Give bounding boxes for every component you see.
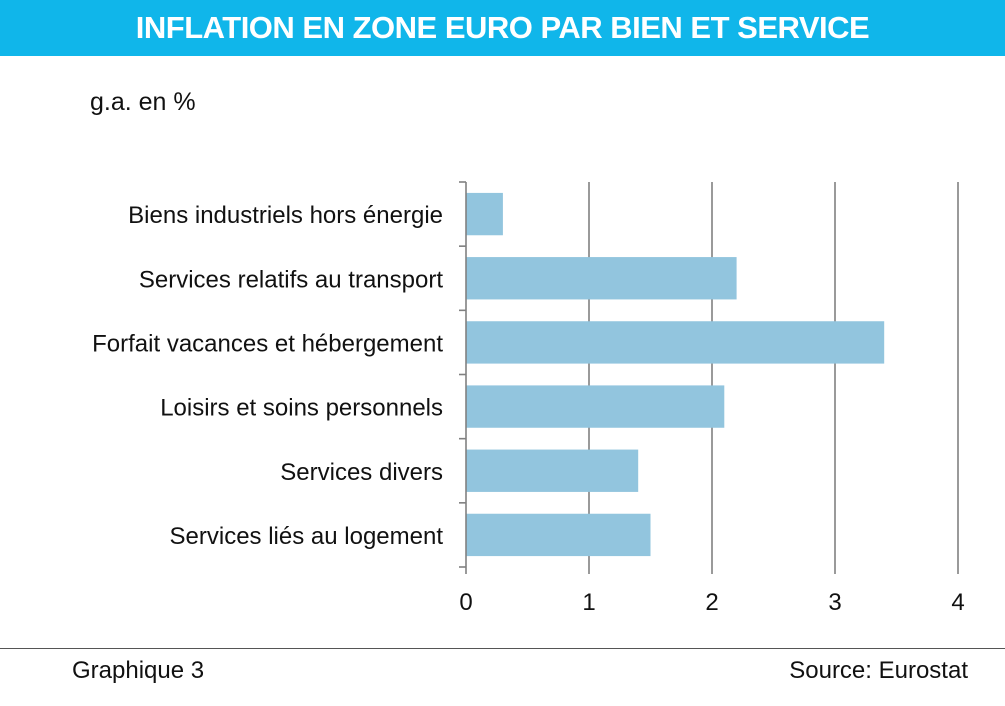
bar <box>466 192 503 236</box>
bar <box>466 257 737 300</box>
source-note: Source: Eurostat <box>789 657 968 684</box>
unit-label: g.a. en % <box>90 88 196 116</box>
category-label: Forfait vacances et hébergement <box>92 330 443 357</box>
figure-number: Graphique 3 <box>72 657 205 684</box>
x-tick-label: 2 <box>705 589 718 616</box>
category-label: Services divers <box>280 459 443 486</box>
category-label: Services liés au logement <box>170 523 444 550</box>
bar <box>466 321 885 364</box>
bar <box>466 513 651 557</box>
x-tick-label: 1 <box>582 589 595 616</box>
x-tick-label: 0 <box>459 589 472 616</box>
x-tick-label: 4 <box>951 589 964 616</box>
bar-chart: Biens industriels hors énergie Services r… <box>92 181 965 616</box>
bar <box>466 449 639 492</box>
category-label: Services relatifs au transport <box>139 266 443 293</box>
category-label: Loisirs et soins personnels <box>160 395 443 422</box>
bar <box>466 385 725 428</box>
title-bar <box>0 0 1005 56</box>
category-label: Biens industriels hors énergie <box>128 202 443 229</box>
footer-divider <box>0 648 1005 649</box>
chart-title: INFLATION EN ZONE EURO PAR BIEN ET SERVI… <box>135 10 870 45</box>
x-tick-label: 3 <box>828 589 841 616</box>
